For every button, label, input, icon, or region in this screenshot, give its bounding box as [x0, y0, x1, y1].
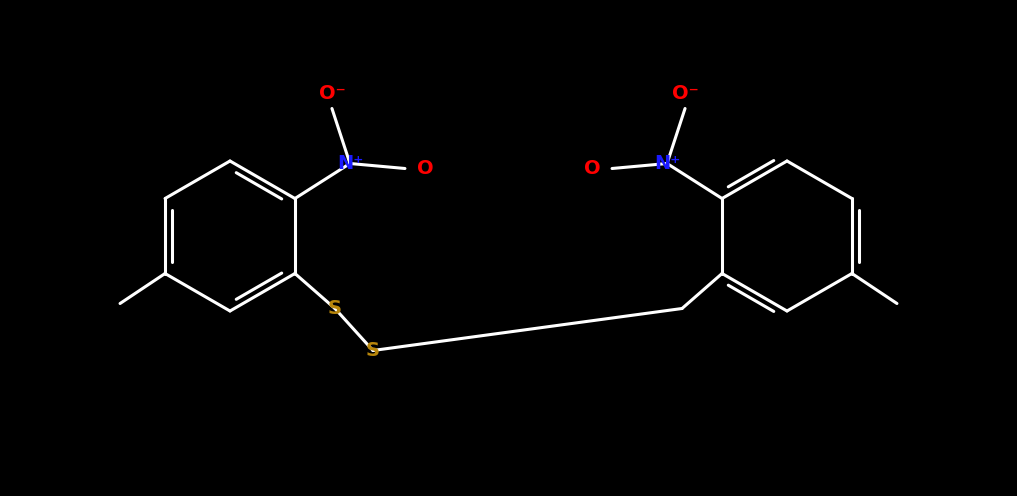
Text: N⁺: N⁺ — [337, 154, 363, 173]
Text: O: O — [584, 159, 600, 178]
Text: S: S — [366, 341, 380, 360]
Text: O⁻: O⁻ — [318, 84, 346, 103]
Text: N⁺: N⁺ — [654, 154, 680, 173]
Text: O⁻: O⁻ — [671, 84, 699, 103]
Text: O: O — [417, 159, 433, 178]
Text: S: S — [327, 299, 342, 318]
